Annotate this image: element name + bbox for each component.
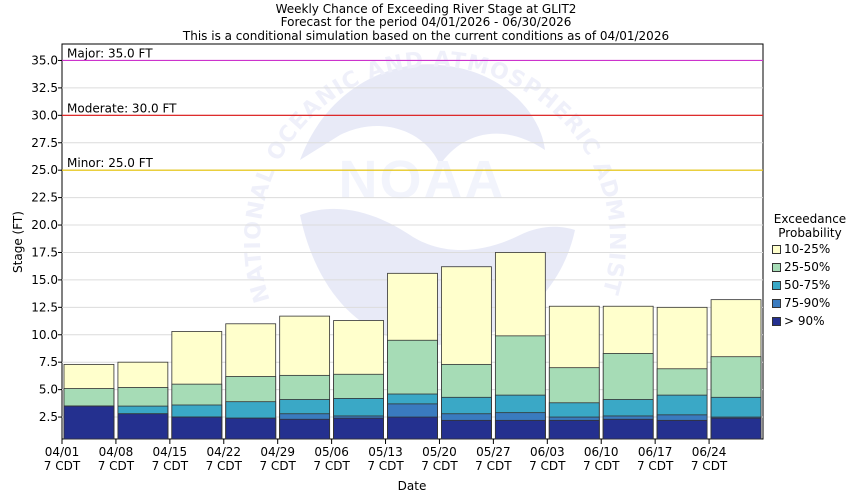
chart-subtitle-conditions: This is a conditional simulation based o…	[182, 29, 669, 43]
bar-stack-04-22	[225, 323, 277, 440]
legend-swatch	[772, 316, 781, 326]
x-tick-label: 06/10	[584, 445, 619, 459]
x-tick-label: 05/06	[314, 445, 349, 459]
y-tick-label: 12.5	[31, 300, 58, 314]
legend-item-75-90: 75-90%	[772, 294, 850, 312]
bar-stack-05-27	[494, 252, 546, 440]
x-tick-sublabel: 7 CDT	[637, 459, 674, 473]
legend-swatch	[772, 298, 781, 308]
x-axis-label: Date	[398, 479, 427, 493]
x-tick-sublabel: 7 CDT	[691, 459, 728, 473]
legend-label: > 90%	[784, 314, 825, 328]
threshold-label: Major: 35.0 FT	[67, 46, 153, 60]
x-tick-sublabel: 7 CDT	[152, 459, 189, 473]
bar-segment	[279, 418, 331, 440]
x-tick-sublabel: 7 CDT	[583, 459, 620, 473]
y-tick-label: 10.0	[31, 328, 58, 342]
x-tick-sublabel: 7 CDT	[367, 459, 404, 473]
x-tick-label: 06/03	[530, 445, 565, 459]
y-tick-label: 17.5	[31, 245, 58, 259]
y-tick-label: 20.0	[31, 218, 58, 232]
y-axis-label: Stage (FT)	[11, 211, 25, 273]
bar-stack-05-20	[441, 266, 492, 440]
x-tick-label: 04/08	[99, 445, 134, 459]
x-tick-sublabel: 7 CDT	[313, 459, 350, 473]
chart-title: Weekly Chance of Exceeding River Stage a…	[276, 2, 577, 16]
bar-stack-06-03	[548, 305, 600, 440]
x-tick-sublabel: 7 CDT	[98, 459, 135, 473]
y-tick-label: 32.5	[31, 81, 58, 95]
bar-segment	[225, 417, 277, 440]
x-tick-sublabel: 7 CDT	[259, 459, 296, 473]
legend-swatch	[772, 244, 781, 254]
threshold-label: Moderate: 30.0 FT	[67, 101, 177, 115]
legend-title-line1: Exceedance	[773, 212, 847, 226]
bar-segment	[441, 419, 492, 440]
y-tick-label: 2.5	[39, 410, 58, 424]
noaa-logo-text: NOAA	[339, 150, 506, 210]
y-tick-label: 15.0	[31, 273, 58, 287]
bar-stack-04-08	[117, 361, 169, 440]
flood-thresholds: Major: 35.0 FT Moderate: 30.0 FT Minor: 25…	[62, 46, 763, 171]
bar-stack-04-15	[171, 331, 223, 440]
bar-segment	[171, 416, 223, 440]
bar-segment	[710, 417, 762, 440]
legend-label: 25-50%	[784, 260, 831, 274]
y-tick-label: 35.0	[31, 53, 58, 67]
legend-label: 50-75%	[784, 278, 831, 292]
legend-item-10-25: 10-25%	[772, 240, 850, 258]
x-tick-sublabel: 7 CDT	[44, 459, 81, 473]
legend: Exceedance Probability 10-25% 25-50% 50-…	[772, 212, 850, 330]
x-tick-label: 05/20	[422, 445, 457, 459]
bar-stack-06-10	[602, 305, 654, 440]
x-tick-label: 04/15	[153, 445, 188, 459]
x-tick-label: 06/24	[692, 445, 727, 459]
x-tick-label: 05/27	[476, 445, 511, 459]
bar-segment	[333, 417, 384, 440]
y-tick-label: 25.0	[31, 163, 58, 177]
bar-stack-06-17	[656, 306, 708, 440]
legend-item-gt-90: > 90%	[772, 312, 850, 330]
bar-segment	[494, 419, 546, 440]
y-axis: 2.5 5.0 7.5 10.0 12.5 15.0 17.5 20.0 22.5 25.0 27.…	[31, 53, 62, 424]
bar-segment	[602, 418, 654, 440]
legend-label: 75-90%	[784, 296, 831, 310]
bar-stack-05-06	[333, 320, 384, 440]
x-tick-label: 04/22	[206, 445, 241, 459]
legend-item-25-50: 25-50%	[772, 258, 850, 276]
y-tick-label: 22.5	[31, 191, 58, 205]
chart-subtitle-period: Forecast for the period 04/01/2026 - 06/…	[281, 15, 572, 29]
x-tick-label: 05/13	[368, 445, 403, 459]
x-tick-sublabel: 7 CDT	[529, 459, 566, 473]
threshold-label: Minor: 25.0 FT	[67, 156, 153, 170]
y-tick-label: 30.0	[31, 108, 58, 122]
bar-stack-04-01	[63, 363, 115, 440]
bar-segment	[548, 419, 600, 440]
x-tick-sublabel: 7 CDT	[475, 459, 512, 473]
y-tick-label: 5.0	[39, 383, 58, 397]
legend-label: 10-25%	[784, 242, 831, 256]
bar-stack-05-13	[387, 272, 438, 440]
legend-item-50-75: 50-75%	[772, 276, 850, 294]
x-tick-sublabel: 7 CDT	[421, 459, 458, 473]
bar-stacks	[63, 252, 762, 440]
bar-segment	[117, 413, 169, 440]
x-tick-label: 04/29	[260, 445, 295, 459]
bar-segment	[63, 405, 115, 440]
x-tick-sublabel: 7 CDT	[206, 459, 243, 473]
bar-segment	[387, 416, 438, 440]
y-tick-label: 7.5	[39, 355, 58, 369]
x-tick-label: 04/01	[45, 445, 80, 459]
noaa-bird-shape	[300, 64, 545, 165]
bar-stack-04-29	[279, 315, 331, 440]
bar-segment	[656, 419, 708, 440]
legend-title-line2: Probability	[778, 226, 842, 240]
legend-swatch	[772, 280, 781, 290]
bar-stack-06-24	[710, 299, 762, 440]
legend-swatch	[772, 262, 781, 272]
x-tick-label: 06/17	[638, 445, 673, 459]
y-tick-label: 27.5	[31, 136, 58, 150]
